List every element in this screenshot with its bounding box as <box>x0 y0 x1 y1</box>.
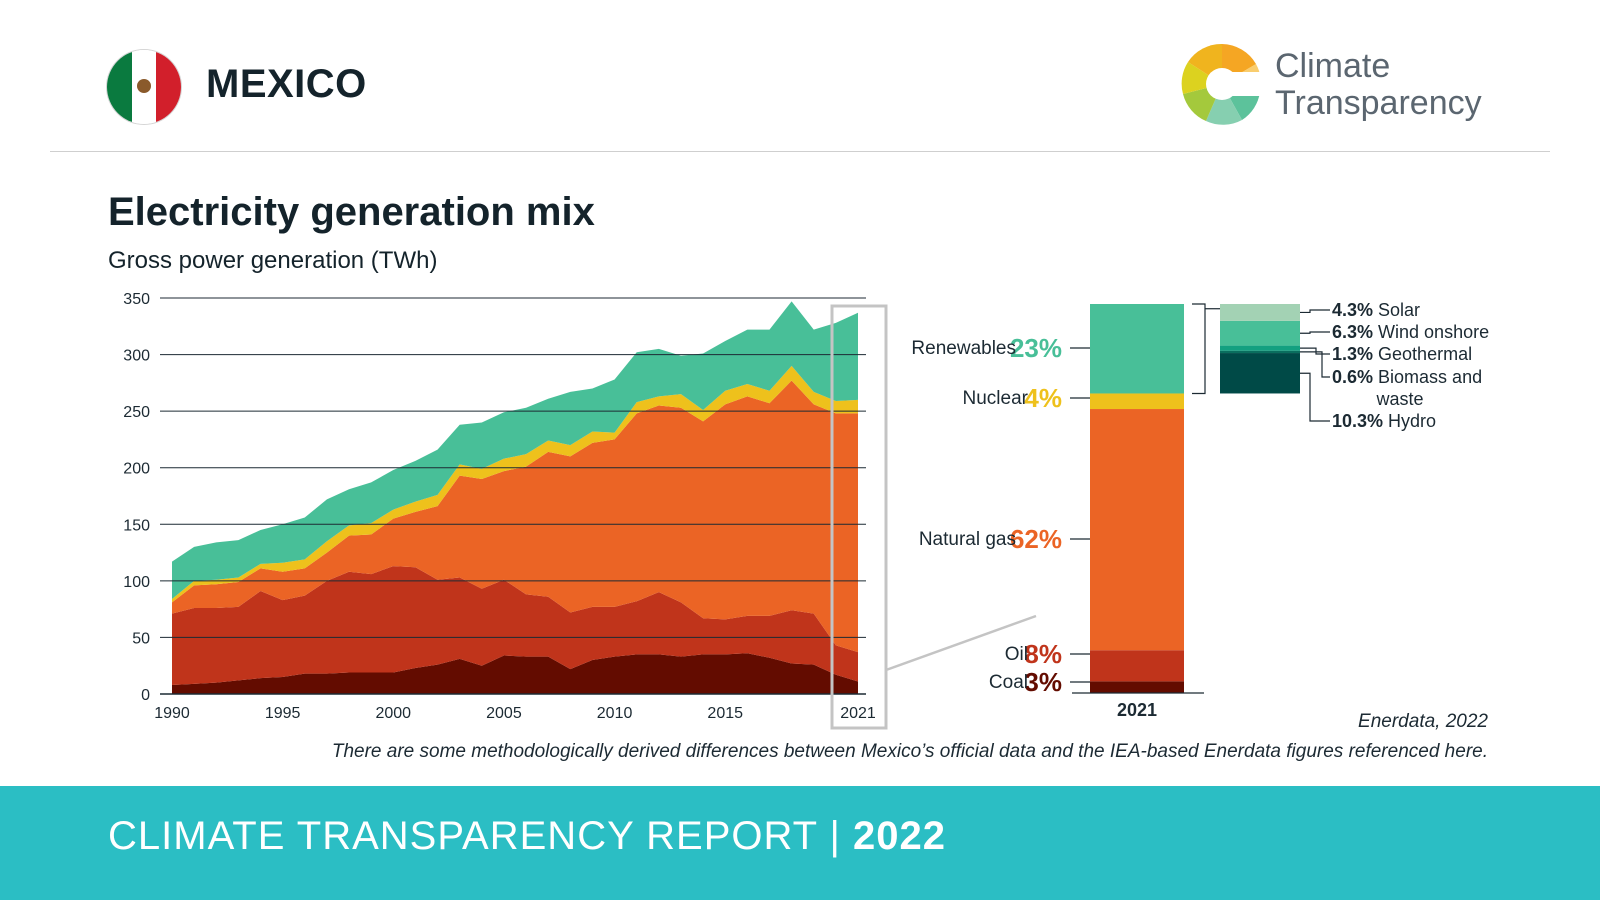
footer-label: CLIMATE TRANSPARENCY REPORT <box>108 814 818 858</box>
x-tick-label-2005: 2005 <box>486 705 522 722</box>
breakdown-label-biomass-line2: waste <box>1375 389 1423 409</box>
chart-subtitle: Gross power generation (TWh) <box>108 247 438 274</box>
bar-segment-oil <box>1090 650 1184 682</box>
x-tick-label-1995: 1995 <box>265 705 301 722</box>
logo-text: Climate Transparency <box>1275 48 1482 122</box>
segment-label-gas: Natural gas <box>919 529 1016 550</box>
breakdown-segment-geothermal <box>1220 345 1300 351</box>
footer-separator: | <box>829 814 841 858</box>
y-tick-label-200: 200 <box>123 461 150 478</box>
area-nuclear <box>172 365 858 603</box>
area-gas <box>172 380 858 653</box>
source-text: Enerdata, 2022 <box>1358 711 1488 732</box>
segment-share-gas: 62% <box>1010 524 1062 554</box>
breakdown-label-geothermal: 1.3% Geothermal <box>1332 344 1472 364</box>
chart-title: Electricity generation mix <box>108 190 595 234</box>
area-oil <box>172 566 858 685</box>
x-tick-label-2021: 2021 <box>840 705 876 722</box>
bar-category-label: 2021 <box>1117 700 1157 720</box>
breakdown-leader-solar <box>1300 309 1330 314</box>
area-coal <box>172 653 858 694</box>
y-tick-label-50: 50 <box>132 630 150 647</box>
breakdown-segment-biomass <box>1220 350 1300 354</box>
breakdown-label-solar: 4.3% Solar <box>1332 300 1420 320</box>
y-tick-label-100: 100 <box>123 574 150 591</box>
breakdown-label-hydro: 10.3% Hydro <box>1332 411 1436 431</box>
logo-text-line1: Climate <box>1275 47 1391 85</box>
x-tick-label-1990: 1990 <box>154 705 190 722</box>
footer-year: 2022 <box>853 814 947 858</box>
breakdown-leader-wind <box>1300 331 1330 334</box>
breakdown-leader-geothermal <box>1300 347 1330 355</box>
methodology-note: There are some methodologically derived … <box>331 741 1488 762</box>
x-tick-label-2015: 2015 <box>707 705 743 722</box>
segment-label-renewables: Renewables <box>911 338 1016 359</box>
bar-segment-renewables <box>1090 304 1184 394</box>
highlight-box <box>830 304 888 730</box>
segment-share-coal: 3% <box>1024 667 1062 697</box>
y-tick-label-350: 350 <box>123 291 150 308</box>
breakdown-segment-hydro <box>1220 353 1300 394</box>
country-name: MEXICO <box>206 62 367 106</box>
segment-share-nuclear: 4% <box>1024 383 1062 413</box>
segment-label-nuclear: Nuclear <box>963 388 1029 409</box>
bar-segment-coal <box>1090 681 1184 693</box>
logo-text-line2: Transparency <box>1275 84 1482 122</box>
footer-text: CLIMATE TRANSPARENCY REPORT | 2022 <box>108 814 946 859</box>
mexico-flag-icon <box>107 50 181 124</box>
y-tick-label-250: 250 <box>123 404 150 421</box>
breakdown-segment-wind <box>1220 320 1300 346</box>
breakdown-label-biomass: 0.6% Biomass and <box>1332 367 1482 387</box>
breakdown-label-wind: 6.3% Wind onshore <box>1332 322 1489 342</box>
x-tick-label-2000: 2000 <box>375 705 411 722</box>
segment-share-renewables: 23% <box>1010 333 1062 363</box>
segment-label-oil: Oil <box>1005 644 1028 665</box>
header: MEXICO Climate Transparency <box>0 0 1600 150</box>
segment-label-coal: Coal <box>989 672 1028 693</box>
y-tick-label-300: 300 <box>123 348 150 365</box>
y-tick-label-150: 150 <box>123 517 150 534</box>
bar-segment-nuclear <box>1090 393 1184 410</box>
breakdown-leader-hydro <box>1300 372 1330 422</box>
breakdown-bracket <box>1192 303 1206 395</box>
breakdown-leader-biomass <box>1300 351 1330 378</box>
breakdown-segment-solar <box>1220 304 1300 321</box>
segment-share-oil: 8% <box>1024 639 1062 669</box>
footer-banner: CLIMATE TRANSPARENCY REPORT | 2022 <box>0 786 1600 900</box>
connector-line <box>885 614 1037 672</box>
electricity-chart: 0 50 100 150 200 250 300 350 1990 1995 2000 2005 201… <box>123 291 1489 730</box>
header-divider <box>50 151 1550 152</box>
bar-segment-gas <box>1090 409 1184 651</box>
climate-transparency-logo-icon <box>1181 43 1264 125</box>
y-tick-label-0: 0 <box>141 687 150 704</box>
x-tick-label-2010: 2010 <box>597 705 633 722</box>
